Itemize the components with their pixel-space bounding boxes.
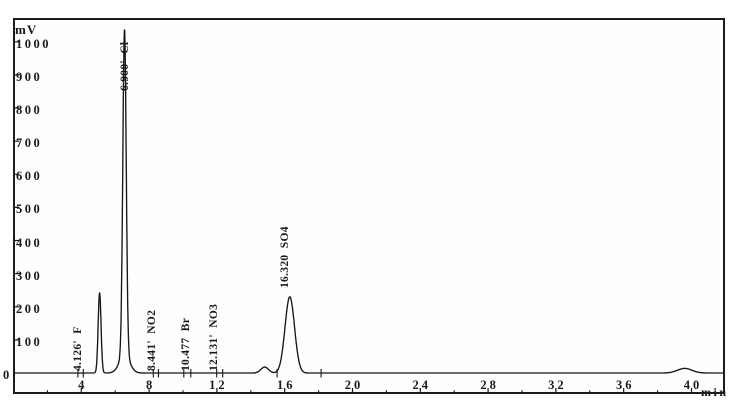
x-tick-label-28: 28 — [480, 378, 499, 392]
x-origin-label: 0 — [3, 368, 10, 382]
x-tick-label-20: 20 — [344, 378, 364, 392]
x-tick-label-24: 24 — [412, 378, 432, 392]
y-tick-label-300: 300 — [16, 268, 43, 283]
y-tick-label-500: 500 — [16, 202, 43, 217]
y-tick-label-200: 200 — [16, 301, 43, 316]
x-tick-label-4: 4 — [78, 378, 88, 392]
y-tick-label-800: 800 — [16, 103, 43, 118]
x-axis-unit-label: min — [701, 385, 729, 399]
plot-frame — [13, 18, 725, 394]
peak-label-SO4: 16.320 SO4 — [279, 225, 292, 288]
y-tick-label-1000: 1000 — [16, 36, 51, 51]
y-tick-label-600: 600 — [16, 169, 43, 184]
y-tick-label-900: 900 — [16, 69, 43, 84]
peak-label-NO3: 12.131' NO3 — [208, 303, 221, 371]
y-axis-ticks — [15, 41, 20, 341]
x-tick-label-36: 36 — [615, 378, 635, 392]
signal-trace — [13, 29, 725, 374]
peak-label-F: 4.126' F — [72, 326, 85, 371]
y-tick-label-400: 400 — [16, 235, 43, 250]
x-tick-label-12: 12 — [209, 378, 228, 392]
peak-label-Br: 10.477 Br — [180, 317, 193, 371]
x-tick-label-40: 40 — [683, 378, 703, 392]
y-axis-unit-label: mV — [15, 22, 38, 37]
x-axis-major-ticks — [80, 388, 693, 393]
x-tick-label-32: 32 — [548, 378, 567, 392]
peak-label-Cl: 6.900' Cl — [119, 41, 132, 92]
x-tick-label-16: 16 — [276, 378, 296, 392]
peak-label-NO2: 8.441' NO2 — [145, 309, 158, 371]
peak-baseline-markers — [77, 369, 322, 378]
y-tick-label-700: 700 — [16, 136, 43, 151]
y-tick-label-100: 100 — [16, 334, 43, 349]
x-tick-label-8: 8 — [145, 378, 156, 392]
x-axis-minor-ticks — [46, 390, 659, 393]
